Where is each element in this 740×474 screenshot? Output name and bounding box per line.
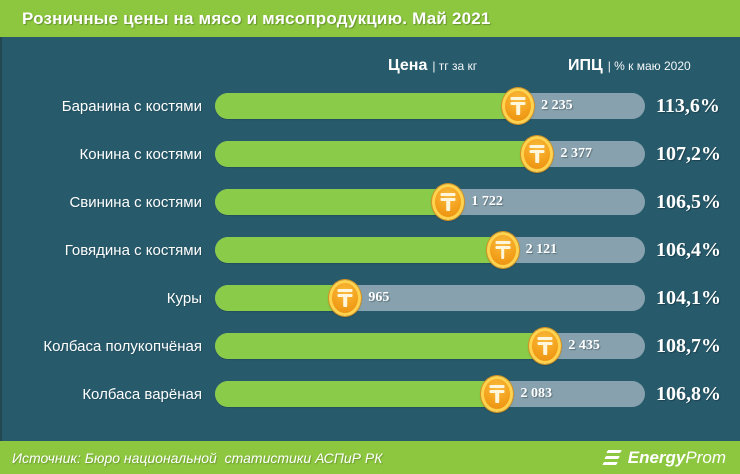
chart-row: Куры 965 104,1% <box>0 274 740 322</box>
category-label: Колбаса полукопчёная <box>43 337 202 355</box>
chart-row: Баранина с костями 2 235 113,6% <box>0 82 740 130</box>
price-column-header: Цена | тг за кг <box>388 57 477 75</box>
energyprom-logo-icon <box>601 449 623 466</box>
bar-track: 965 <box>215 280 645 316</box>
bar-fill <box>215 189 450 215</box>
chart-row: Колбаса полукопчёная 2 435 108,7% <box>0 322 740 370</box>
ipc-value: 107,2% <box>656 142 721 165</box>
ipc-header-label: ИПЦ <box>568 57 603 74</box>
ipc-value: 106,8% <box>656 382 721 405</box>
tenge-coin-icon <box>502 88 535 124</box>
bar-fill <box>215 381 499 407</box>
chart-row: Конина с костями 2 377 107,2% <box>0 130 740 178</box>
bar-track: 2 121 <box>215 232 645 268</box>
ipc-value: 106,5% <box>656 190 721 213</box>
bar-track: 2 083 <box>215 376 645 412</box>
energyprom-logo: Energy Prom <box>601 447 726 468</box>
ipc-column-header: ИПЦ | % к маю 2020 <box>568 57 691 75</box>
category-label: Куры <box>166 289 202 307</box>
price-value: 2 435 <box>568 338 600 353</box>
bar-track: 2 377 <box>215 136 645 172</box>
category-label: Баранина с костями <box>61 97 202 115</box>
chart-row: Свинина с костями 1 722 106,5% <box>0 178 740 226</box>
chart-rows: Баранина с костями 2 235 113,6% Конина с… <box>0 82 740 418</box>
bar-fill <box>215 93 520 119</box>
title-band: Розничные цены на мясо и мясопродукцию. … <box>0 0 740 37</box>
price-header-label: Цена <box>388 57 428 74</box>
brand-name-light: Prom <box>685 447 726 467</box>
ipc-value: 108,7% <box>656 334 721 357</box>
price-value: 965 <box>368 290 390 305</box>
bar-fill <box>215 237 504 263</box>
price-value: 2 377 <box>560 146 592 161</box>
footer-band: Источник: Бюро национальной статистики А… <box>0 441 740 474</box>
tenge-coin-icon <box>529 328 562 364</box>
bar-fill <box>215 285 347 311</box>
page-title: Розничные цены на мясо и мясопродукцию. … <box>22 8 491 28</box>
price-value: 2 235 <box>541 98 573 113</box>
category-label: Свинина с костями <box>69 193 202 211</box>
bar-fill <box>215 333 547 359</box>
bar-track: 2 235 <box>215 88 645 124</box>
chart-row: Говядина с костями 2 121 106,4% <box>0 226 740 274</box>
bar-fill <box>215 141 539 167</box>
price-value: 1 722 <box>471 194 503 209</box>
tenge-coin-icon <box>432 184 465 220</box>
category-label: Конина с костями <box>79 145 202 163</box>
ipc-value: 104,1% <box>656 286 721 309</box>
category-label: Говядина с костями <box>64 241 202 259</box>
tenge-coin-icon <box>329 280 362 316</box>
category-label: Колбаса варёная <box>82 385 202 403</box>
chart-row: Колбаса варёная 2 083 106,8% <box>0 370 740 418</box>
price-header-unit: | тг за кг <box>432 59 478 73</box>
bar-track: 2 435 <box>215 328 645 364</box>
source-note: Источник: Бюро национальной статистики А… <box>12 449 383 466</box>
ipc-header-unit: | % к маю 2020 <box>607 59 691 73</box>
column-headers: Цена | тг за кг ИПЦ | % к маю 2020 <box>0 37 740 82</box>
tenge-coin-icon <box>486 232 519 268</box>
price-value: 2 121 <box>525 242 558 257</box>
ipc-value: 106,4% <box>656 238 721 261</box>
ipc-value: 113,6% <box>656 94 720 117</box>
tenge-coin-icon <box>481 376 514 412</box>
price-value: 2 083 <box>520 386 552 401</box>
tenge-coin-icon <box>521 136 554 172</box>
brand-name-bold: Energy <box>627 447 686 467</box>
bar-track: 1 722 <box>215 184 645 220</box>
bottom-spacer <box>0 418 740 441</box>
